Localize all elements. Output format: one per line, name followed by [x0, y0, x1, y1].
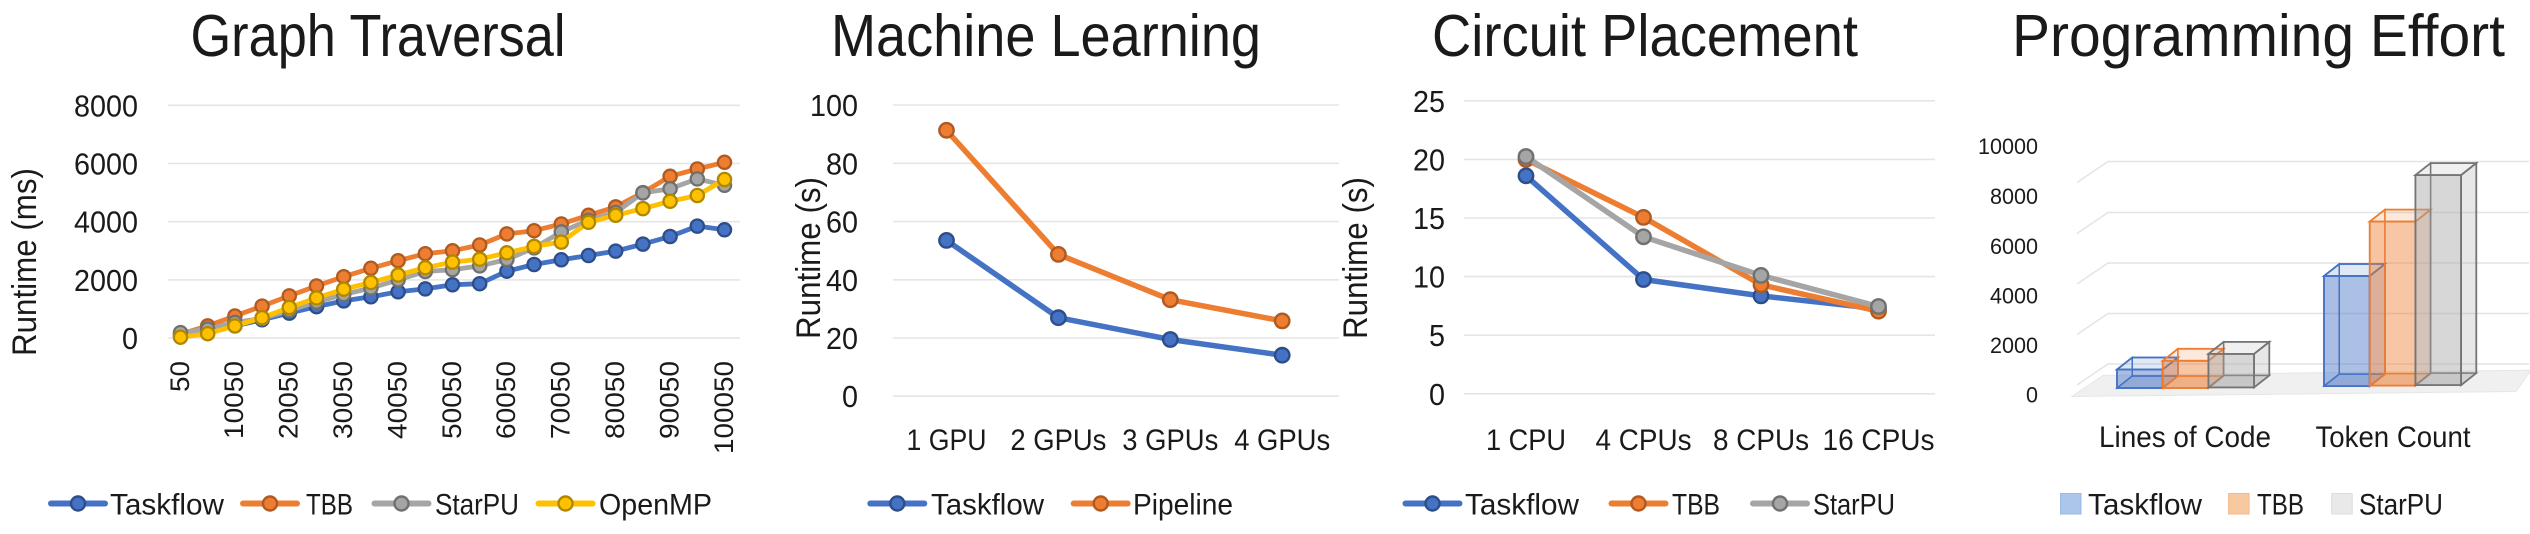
svg-text:60050: 60050 — [491, 361, 521, 439]
svg-text:10000: 10000 — [1978, 134, 2038, 159]
svg-text:StarPU: StarPU — [1813, 489, 1895, 522]
svg-text:4000: 4000 — [1990, 284, 2038, 309]
svg-text:90050: 90050 — [654, 361, 684, 439]
svg-text:TBB: TBB — [2257, 489, 2304, 522]
svg-text:Runtime (s): Runtime (s) — [1337, 177, 1375, 339]
svg-text:Taskflow: Taskflow — [931, 489, 1044, 522]
svg-text:5: 5 — [1429, 318, 1445, 353]
svg-text:80050: 80050 — [600, 361, 630, 439]
svg-text:80: 80 — [826, 146, 858, 181]
svg-text:Machine Learning: Machine Learning — [831, 3, 1261, 69]
svg-text:8000: 8000 — [74, 88, 138, 123]
svg-text:4 GPUs: 4 GPUs — [1234, 424, 1330, 457]
svg-text:TBB: TBB — [306, 489, 353, 522]
svg-text:15: 15 — [1413, 201, 1445, 236]
svg-text:8 CPUs: 8 CPUs — [1713, 424, 1809, 457]
svg-text:60: 60 — [826, 205, 858, 240]
svg-text:TBB: TBB — [1672, 489, 1720, 522]
svg-text:8000: 8000 — [1990, 184, 2038, 209]
svg-text:70050: 70050 — [546, 361, 576, 439]
svg-text:0: 0 — [1429, 377, 1445, 412]
svg-text:3 GPUs: 3 GPUs — [1122, 424, 1218, 457]
svg-text:Graph Traversal: Graph Traversal — [191, 3, 566, 69]
svg-text:Taskflow: Taskflow — [2088, 489, 2202, 522]
svg-text:40: 40 — [826, 263, 858, 298]
svg-text:Taskflow: Taskflow — [110, 489, 224, 522]
svg-text:OpenMP: OpenMP — [599, 489, 712, 522]
svg-text:Lines of Code: Lines of Code — [2099, 421, 2271, 454]
svg-text:25: 25 — [1413, 84, 1445, 119]
svg-text:50: 50 — [165, 361, 195, 392]
svg-text:30050: 30050 — [328, 361, 358, 439]
svg-text:10: 10 — [1413, 260, 1445, 295]
svg-text:0: 0 — [842, 379, 858, 414]
svg-text:Circuit Placement: Circuit Placement — [1432, 3, 1858, 69]
svg-text:Runtime (s): Runtime (s) — [790, 177, 828, 339]
svg-text:Programming Effort: Programming Effort — [2012, 3, 2505, 69]
svg-text:40050: 40050 — [382, 361, 412, 439]
svg-text:1 GPU: 1 GPU — [907, 424, 987, 457]
svg-text:6000: 6000 — [1990, 234, 2038, 259]
svg-text:Taskflow: Taskflow — [1465, 489, 1579, 522]
svg-text:StarPU: StarPU — [435, 489, 519, 522]
svg-text:Pipeline: Pipeline — [1133, 489, 1233, 522]
svg-text:Token Count: Token Count — [2316, 421, 2472, 454]
svg-text:10050: 10050 — [219, 361, 249, 439]
svg-text:50050: 50050 — [437, 361, 467, 439]
svg-text:20: 20 — [826, 321, 858, 356]
svg-text:2000: 2000 — [74, 263, 138, 298]
svg-text:Runtime (ms): Runtime (ms) — [6, 168, 44, 356]
svg-text:4 CPUs: 4 CPUs — [1596, 424, 1692, 457]
svg-text:20: 20 — [1413, 142, 1445, 177]
svg-text:2000: 2000 — [1990, 333, 2038, 358]
svg-text:2 GPUs: 2 GPUs — [1010, 424, 1106, 457]
svg-text:0: 0 — [122, 321, 138, 356]
svg-text:16 CPUs: 16 CPUs — [1823, 424, 1935, 457]
svg-text:0: 0 — [2026, 383, 2038, 408]
svg-text:1 CPU: 1 CPU — [1486, 424, 1566, 457]
svg-text:100: 100 — [810, 88, 858, 123]
svg-text:20050: 20050 — [274, 361, 304, 439]
svg-text:4000: 4000 — [74, 205, 138, 240]
svg-text:100050: 100050 — [709, 361, 739, 454]
svg-text:6000: 6000 — [74, 147, 138, 182]
svg-text:StarPU: StarPU — [2359, 489, 2443, 522]
